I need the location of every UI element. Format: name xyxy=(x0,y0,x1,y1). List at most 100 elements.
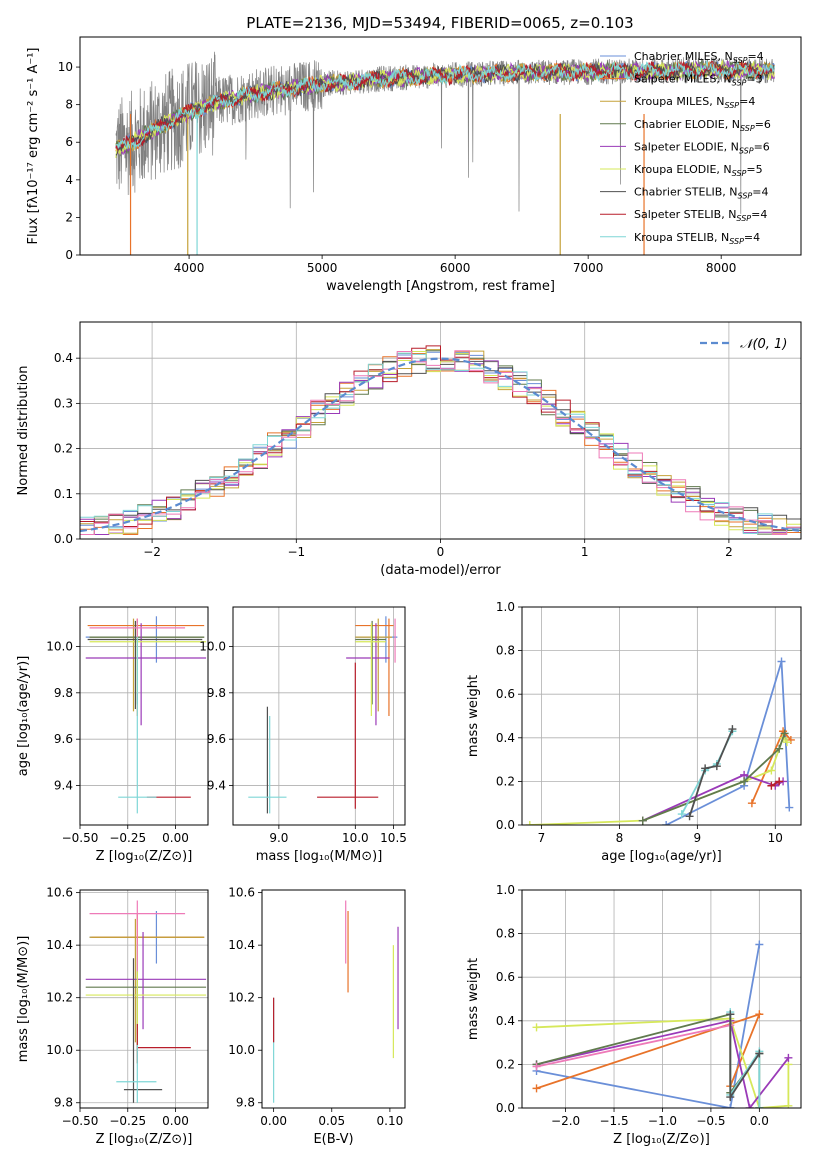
y-tick-label: 9.6 xyxy=(54,732,73,746)
y-tick-label: 0.4 xyxy=(496,1014,515,1028)
x-tick-label: 0.00 xyxy=(260,1114,287,1128)
y-tick-label: 0.2 xyxy=(54,442,73,456)
y-tick-label: 10.0 xyxy=(46,1043,73,1057)
y-tick-label: 0.0 xyxy=(496,818,515,832)
weight-marker xyxy=(525,821,534,825)
weight-marker xyxy=(726,1104,735,1108)
legend-label: Kroupa STELIB, NSSP=4 xyxy=(634,231,760,246)
y-tick-label: 0.8 xyxy=(496,927,515,941)
legend-label: Chabrier STELIB, NSSP=4 xyxy=(634,186,768,201)
x-tick-label: 8000 xyxy=(706,261,737,275)
axes-frame xyxy=(261,889,406,1109)
y-tick-label: 9.4 xyxy=(207,779,226,793)
y-tick-label: 1.0 xyxy=(496,600,515,614)
x-tick-label: 6000 xyxy=(440,261,471,275)
weight-marker xyxy=(755,1049,764,1058)
gaussian-curve xyxy=(80,357,801,533)
weight-marker xyxy=(747,799,756,808)
weight-marker xyxy=(755,940,764,949)
y-tick-label: 4 xyxy=(65,173,73,187)
weight-marker xyxy=(728,725,737,734)
y-tick-label: 10.0 xyxy=(46,639,73,653)
x-tick-label: 0.00 xyxy=(162,831,189,845)
panel-spectrum: 4000 5000 6000 7000 8000 0 2 4 6 8 10 wavelength [A… xyxy=(26,36,802,294)
weight-marker xyxy=(532,1062,541,1071)
axes-frame xyxy=(79,321,802,540)
panel-residuals: −2 −1 0 1 2 0.0 0.1 0.2 0.3 0.4 (data-model)/error… xyxy=(16,321,802,578)
x-tick-label: 7000 xyxy=(573,261,604,275)
y-tick-label: 0.1 xyxy=(54,487,73,501)
y-tick-label: 0.4 xyxy=(54,351,73,365)
y-tick-label: 0.8 xyxy=(496,644,515,658)
weight-marker xyxy=(745,1104,754,1108)
x-tick-label: −2 xyxy=(143,545,161,559)
y-tick-label: 0.0 xyxy=(496,1101,515,1115)
histogram-series xyxy=(80,350,801,535)
weight-marker xyxy=(767,781,776,790)
plot-area-spectrum xyxy=(115,51,775,255)
x-tick-label: 8 xyxy=(616,831,624,845)
weight-marker xyxy=(662,821,671,825)
histogram-series xyxy=(80,345,801,531)
y-tick-label: 0.3 xyxy=(54,396,73,410)
weight-marker xyxy=(726,1010,735,1019)
x-tick-label: −0.5 xyxy=(696,1114,725,1128)
y-tick-label: 9.8 xyxy=(207,686,226,700)
x-tick-label: 0.05 xyxy=(318,1114,345,1128)
axes-frame xyxy=(79,889,209,1109)
y-tick-label: 10.0 xyxy=(228,1043,255,1057)
weight-marker xyxy=(677,810,686,819)
y-tick-label: 6 xyxy=(65,135,73,149)
x-tick-label: 0.0 xyxy=(750,1114,769,1128)
weight-marker xyxy=(755,1104,764,1108)
y-tick-label: 0.2 xyxy=(496,774,515,788)
y-tick-label: 10.6 xyxy=(228,886,255,900)
axes-frame xyxy=(79,606,209,826)
weight-marker xyxy=(755,1010,764,1019)
weight-marker xyxy=(685,812,694,821)
legend-label: Salpeter ELODIE, NSSP=6 xyxy=(634,140,770,155)
y-axis-label: mass weight xyxy=(466,675,481,757)
x-axis-label: mass [log₁₀(M/M⊙)] xyxy=(256,849,383,864)
weight-line xyxy=(536,1024,731,1068)
weight-marker xyxy=(701,764,710,773)
x-tick-label: −0.50 xyxy=(62,1114,99,1128)
y-axis-label: Normed distribution xyxy=(16,366,31,496)
x-tick-label: 7 xyxy=(538,831,546,845)
weight-marker xyxy=(785,803,794,812)
plot-area-residuals xyxy=(80,322,801,539)
panel-weight-vs-age: 7 8 9 10 0.0 0.2 0.4 0.6 0.8 1.0 age [log₁₀(age/yr… xyxy=(466,600,802,864)
axes-frame xyxy=(79,36,802,256)
y-tick-label: 0.6 xyxy=(496,970,515,984)
spectrum-legend: Chabrier MILES, NSSP=4 Salpeter MILES, NS… xyxy=(600,50,771,246)
weight-line xyxy=(642,733,786,822)
y-tick-label: 0.4 xyxy=(496,731,515,745)
weight-marker xyxy=(775,744,784,753)
y-tick-label: 10.2 xyxy=(228,991,255,1005)
y-axis-label: mass [log₁₀(M/M⊙)] xyxy=(16,936,31,1063)
x-axis-label: Z [log₁₀(Z/Z⊙)] xyxy=(613,1132,710,1147)
panel-weight-vs-Z: −2.0 −1.5 −1.0 −0.5 0.0 0.0 0.2 0.4 0.6 0.8 1.0 Z [… xyxy=(466,883,802,1147)
x-tick-label: 0.10 xyxy=(377,1114,404,1128)
x-axis-label: Z [log₁₀(Z/Z⊙)] xyxy=(96,849,193,864)
y-tick-label: 1.0 xyxy=(496,883,515,897)
axes-frame xyxy=(521,606,802,826)
panel-age-vs-mass: 9.0 10.0 10.5 9.4 9.6 9.8 10.0 mass [log₁₀(M/M⊙… xyxy=(199,606,407,864)
axes-frame xyxy=(521,889,802,1109)
plot-area-weight-vs-Z xyxy=(522,890,801,1108)
x-axis-label: (data-model)/error xyxy=(380,563,501,578)
x-tick-label: −1.5 xyxy=(599,1114,628,1128)
weight-marker xyxy=(784,1101,793,1108)
weight-marker xyxy=(712,762,721,771)
x-axis-label: wavelength [Angstrom, rest frame] xyxy=(326,279,555,294)
legend-label: Chabrier MILES, NSSP=4 xyxy=(634,50,764,65)
weight-marker xyxy=(780,729,789,738)
panel-mass-vs-Z: −0.50 −0.25 0.00 9.8 10.0 10.2 10.4 10.6 Z [log₁… xyxy=(16,886,209,1147)
legend-label: Kroupa MILES, NSSP=4 xyxy=(634,95,755,110)
weight-marker xyxy=(767,766,776,775)
x-tick-label: −0.25 xyxy=(109,831,146,845)
y-tick-label: 0 xyxy=(65,248,73,262)
y-tick-label: 10 xyxy=(58,60,73,74)
x-tick-label: 1 xyxy=(581,545,589,559)
